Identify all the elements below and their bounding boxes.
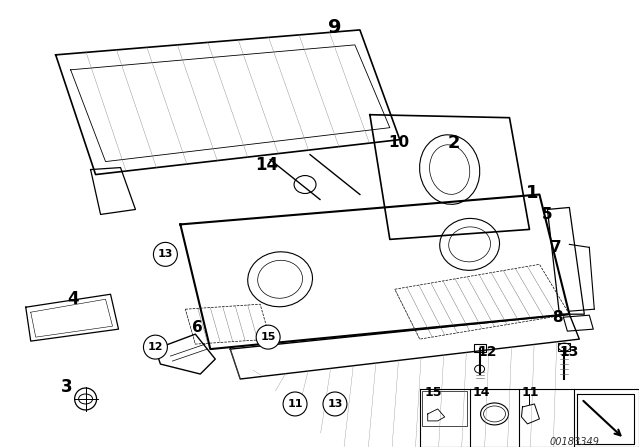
Text: 7: 7: [552, 240, 562, 255]
Text: 1: 1: [525, 184, 538, 202]
Text: 5: 5: [541, 207, 552, 222]
Circle shape: [154, 242, 177, 266]
Text: 13: 13: [157, 250, 173, 259]
Text: 12: 12: [148, 342, 163, 352]
Text: 2: 2: [447, 134, 460, 151]
Circle shape: [323, 392, 347, 416]
Text: 15: 15: [260, 332, 276, 342]
Text: 11: 11: [287, 399, 303, 409]
Text: 8: 8: [552, 310, 563, 325]
Text: 3: 3: [61, 378, 72, 396]
Circle shape: [143, 335, 168, 359]
Text: 15: 15: [425, 387, 442, 400]
Text: 4: 4: [68, 290, 79, 308]
Text: 13: 13: [559, 345, 579, 359]
Text: 14: 14: [472, 387, 490, 400]
Text: 10: 10: [388, 135, 409, 150]
Text: 12: 12: [477, 345, 497, 359]
Text: 9: 9: [328, 18, 342, 38]
Text: 00183349: 00183349: [549, 437, 599, 447]
Text: 13: 13: [327, 399, 342, 409]
Text: 6: 6: [193, 320, 203, 335]
Text: 14: 14: [255, 155, 278, 173]
Circle shape: [283, 392, 307, 416]
Text: 11: 11: [522, 387, 539, 400]
Circle shape: [256, 325, 280, 349]
